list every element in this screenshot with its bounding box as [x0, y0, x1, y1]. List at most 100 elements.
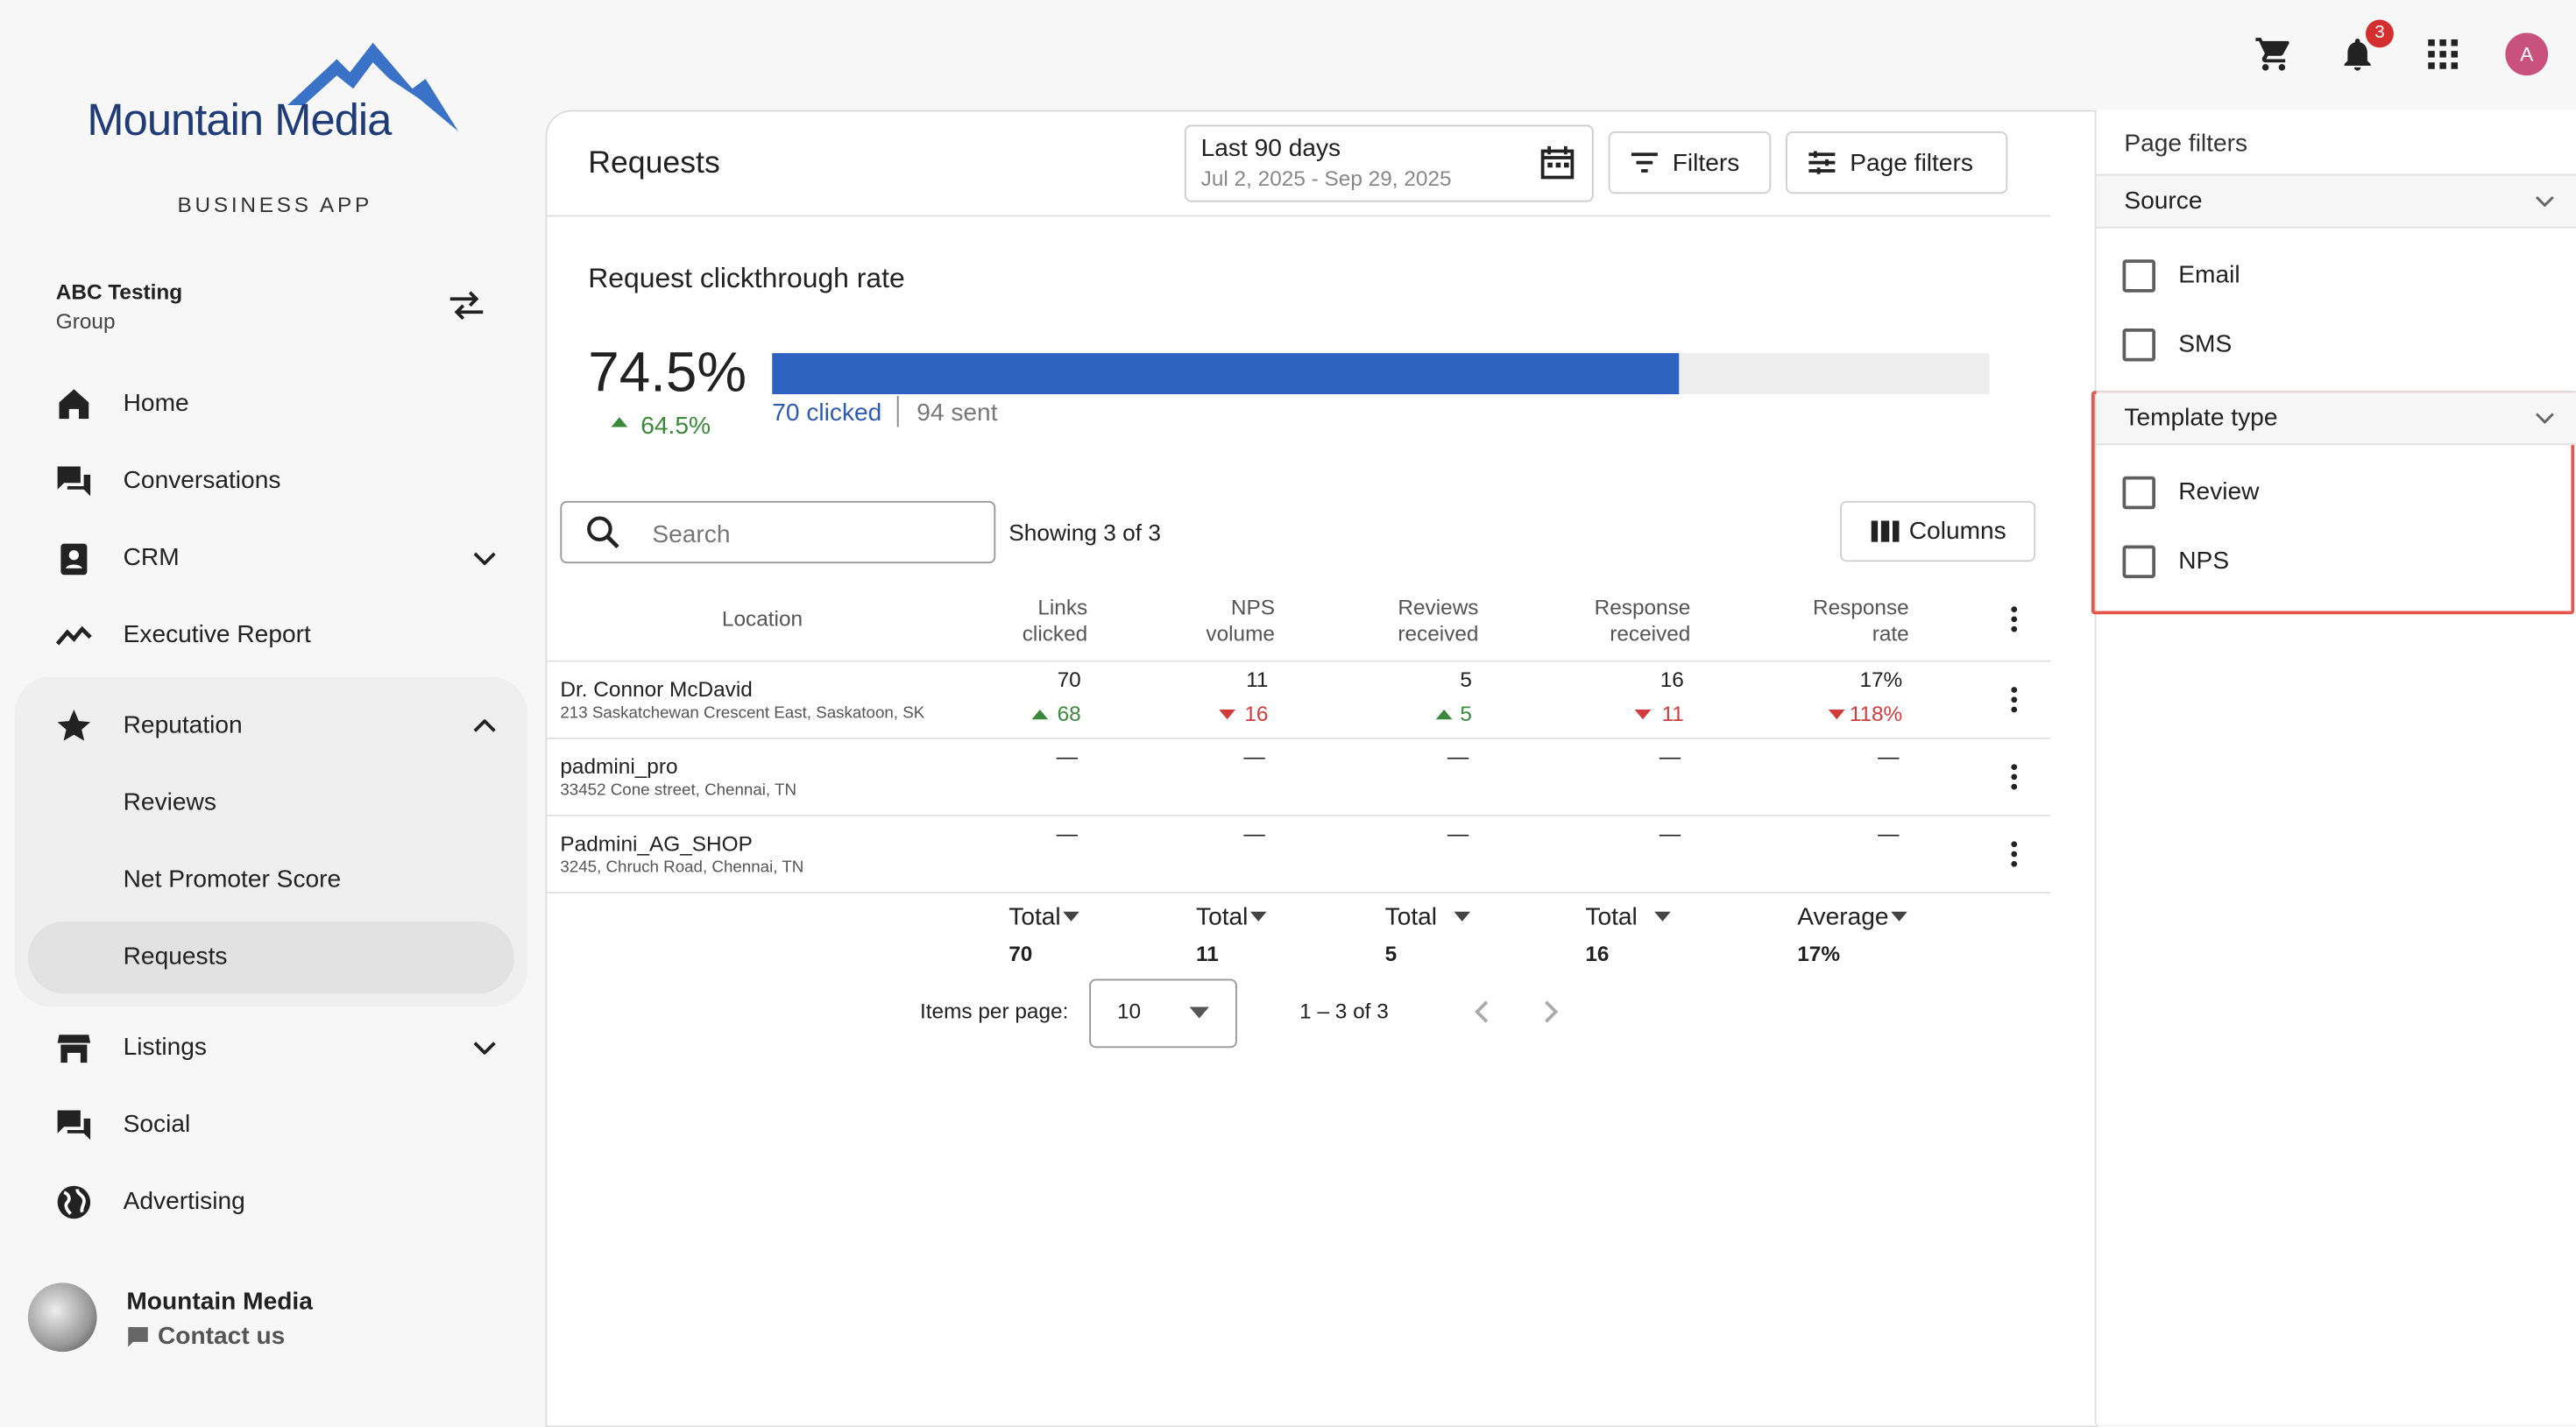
separator — [897, 396, 899, 427]
nav-item[interactable]: CRM — [124, 544, 180, 572]
divider — [2097, 227, 2576, 229]
filters-button[interactable]: Filters — [1609, 131, 1772, 194]
page-size-value: 10 — [1117, 999, 1141, 1023]
nav-item[interactable]: Requests — [124, 943, 228, 971]
button-label: Page filters — [1850, 149, 1973, 177]
cell-value: — — [1370, 744, 1469, 768]
cell-value: 17% — [1804, 667, 1903, 691]
row-menu[interactable] — [2007, 841, 2020, 867]
apps-icon[interactable] — [2426, 38, 2459, 71]
showing-count: Showing 3 of 3 — [1008, 519, 1161, 546]
location-address: 33452 Cone street, Chennai, TN — [560, 782, 796, 801]
option-label: Review — [2178, 478, 2259, 506]
selected-nav — [28, 922, 514, 994]
button-label: Filters — [1673, 149, 1740, 177]
cell-value: 70 — [982, 667, 1081, 691]
clicked-count: 70 clicked — [772, 399, 881, 427]
total-dropdown[interactable] — [1454, 912, 1470, 922]
logo-text: Mountain Media — [87, 95, 391, 146]
cell-value: 16 — [1585, 667, 1684, 691]
page-title: Requests — [588, 146, 720, 182]
cell-value: — — [1582, 822, 1681, 846]
nav-item[interactable]: Advertising — [124, 1188, 245, 1216]
page-size-label: Items per page: — [920, 999, 1068, 1023]
divider — [2097, 443, 2576, 445]
divider — [547, 215, 2050, 217]
columns-button[interactable]: Columns — [1840, 501, 2035, 562]
nav-icon — [54, 539, 94, 578]
nav-item[interactable]: Reputation — [124, 711, 243, 739]
progress-fill — [772, 353, 1679, 394]
switch-account-icon[interactable] — [447, 289, 486, 322]
total-value: 70 — [1008, 941, 1032, 965]
section-chevron — [2535, 195, 2555, 207]
tune-icon — [1808, 150, 1837, 176]
total-dropdown[interactable] — [1654, 912, 1671, 922]
select-arrow — [1190, 1007, 1210, 1018]
column-header: NPS volume — [1177, 595, 1276, 647]
cell-value: — — [1166, 744, 1265, 768]
option-label: SMS — [2178, 330, 2232, 358]
table-menu[interactable] — [2007, 606, 2020, 632]
nav-icon — [54, 706, 94, 745]
search-icon — [585, 514, 621, 550]
screen: 3 A Mountain Media BUSINESS APP ABC Test… — [0, 0, 2576, 1396]
column-header: Location — [680, 606, 845, 631]
cell-value: — — [980, 822, 1079, 846]
prev-page[interactable] — [1472, 1000, 1492, 1023]
notification-badge: 3 — [2366, 20, 2394, 48]
row-menu[interactable] — [2007, 687, 2020, 713]
date-range-dates: Jul 2, 2025 - Sep 29, 2025 — [1201, 166, 1452, 190]
sent-count: 94 sent — [916, 399, 997, 427]
cell-value: 5 — [1374, 667, 1473, 691]
row-divider — [547, 815, 2050, 816]
total-label: Total — [1585, 903, 1637, 931]
nav-item[interactable]: Social — [124, 1111, 191, 1139]
location-name: Padmini_AG_SHOP — [560, 831, 752, 856]
nav-item[interactable]: Home — [124, 389, 189, 417]
checkbox[interactable] — [2123, 546, 2156, 579]
search-box[interactable] — [560, 501, 995, 563]
cell-value: 11 — [1170, 667, 1269, 691]
checkbox[interactable] — [2123, 259, 2156, 293]
column-header: Links clicked — [989, 595, 1088, 647]
row-divider — [547, 661, 2050, 662]
total-label: Total — [1385, 903, 1437, 931]
trend-icon — [1633, 708, 1653, 721]
nav-item[interactable]: Reviews — [124, 788, 216, 816]
cell-value: — — [1166, 822, 1265, 846]
row-menu[interactable] — [2007, 764, 2020, 790]
trend-icon — [1217, 708, 1237, 721]
nav-item[interactable]: Net Promoter Score — [124, 865, 342, 894]
location-name: padmini_pro — [560, 754, 677, 779]
nav-item[interactable]: Executive Report — [124, 621, 311, 649]
cell-value: — — [980, 744, 1079, 768]
nav-item[interactable]: Conversations — [124, 467, 281, 495]
checkbox[interactable] — [2123, 328, 2156, 362]
user-avatar[interactable]: A — [2505, 33, 2548, 76]
total-dropdown[interactable] — [1891, 912, 1907, 922]
next-page[interactable] — [1541, 1000, 1561, 1023]
nav-icon — [54, 1183, 94, 1222]
total-value: 17% — [1797, 941, 1840, 965]
cell-value: — — [1801, 822, 1900, 846]
chat-icon — [126, 1325, 149, 1348]
total-label: Total — [1196, 903, 1248, 931]
nav-item[interactable]: Listings — [124, 1033, 207, 1061]
contact-link[interactable]: Contact us — [158, 1322, 285, 1350]
expand-icon — [473, 1042, 496, 1055]
total-dropdown[interactable] — [1250, 912, 1267, 922]
cart-icon[interactable] — [2254, 34, 2294, 74]
trend-up-icon — [610, 415, 630, 428]
page-size-select[interactable] — [1089, 979, 1237, 1049]
metric-value: 74.5% — [588, 342, 747, 406]
expand-icon — [473, 552, 496, 565]
trend-icon — [1030, 708, 1051, 721]
account-name: ABC Testing — [56, 279, 182, 304]
checkbox[interactable] — [2123, 477, 2156, 510]
calendar-icon — [1539, 145, 1575, 180]
button-label: Columns — [1909, 518, 2006, 546]
page-filters-button[interactable]: Page filters — [1786, 131, 2007, 194]
total-dropdown[interactable] — [1063, 912, 1079, 922]
cell-value: — — [1370, 822, 1469, 846]
